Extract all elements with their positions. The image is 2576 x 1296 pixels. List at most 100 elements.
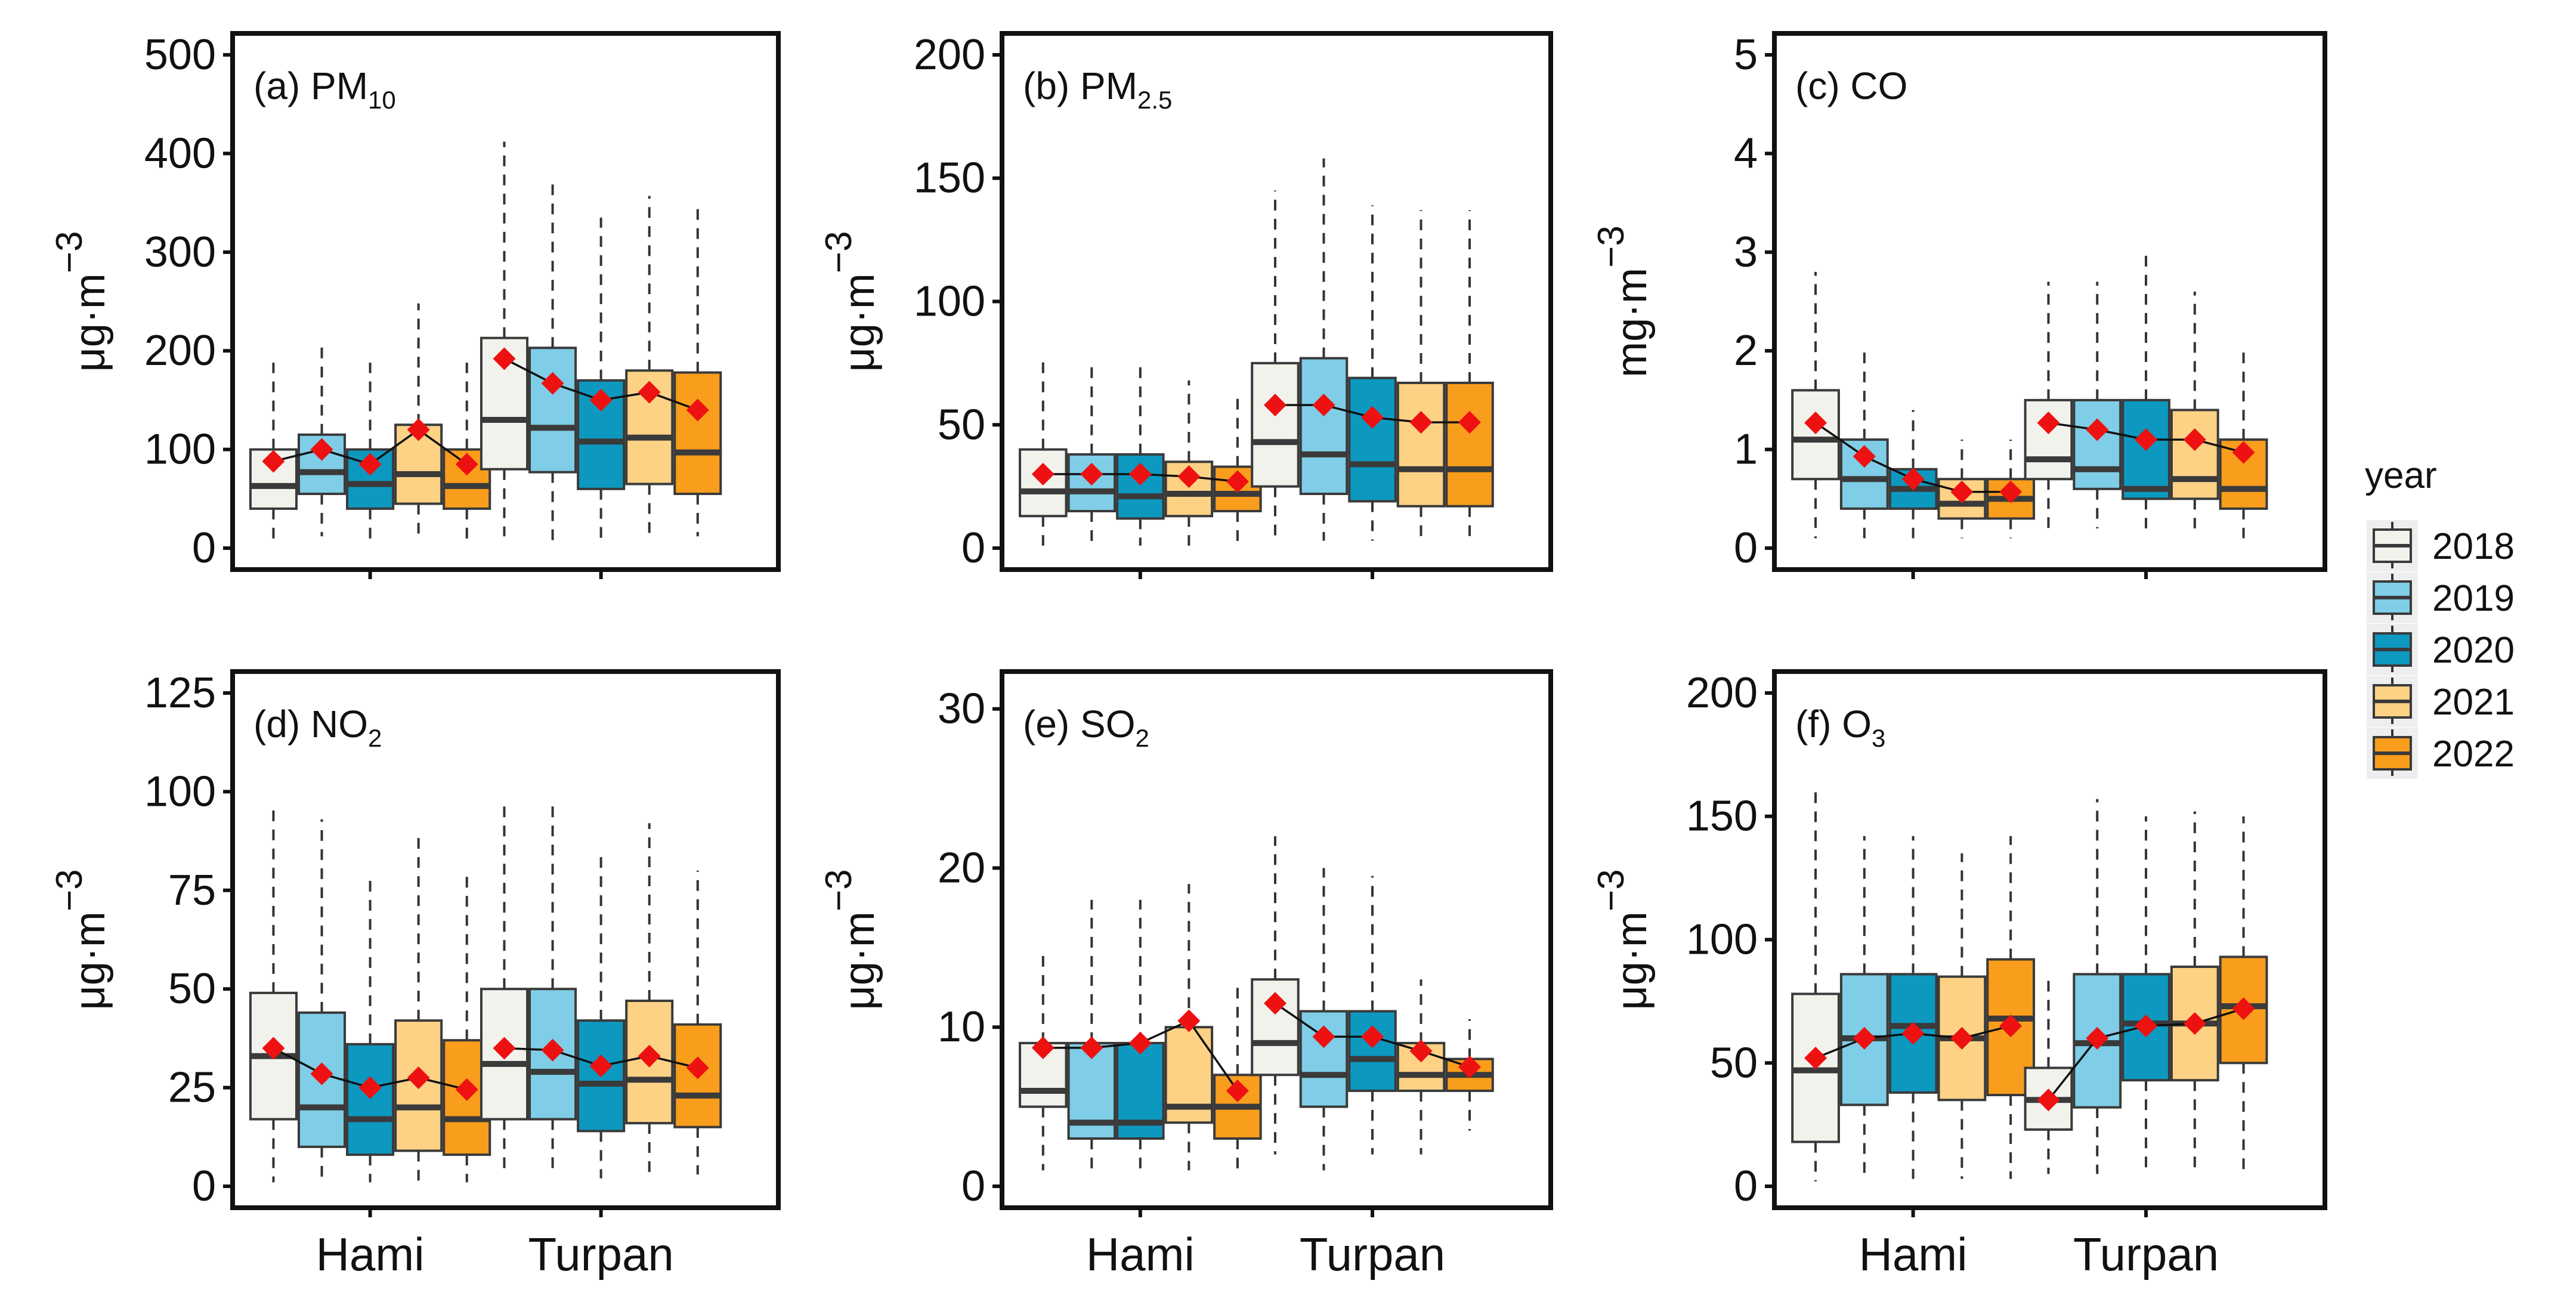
- y-tick-label: 1: [1734, 426, 1758, 474]
- box-turpan-2019: [1299, 868, 1349, 1171]
- mean-marker-hami-2021: [1950, 480, 1974, 503]
- mean-marker-turpan-2020: [589, 388, 613, 412]
- y-axis-unit: μg·m: [1608, 911, 1656, 1010]
- iqr-box: [1348, 1010, 1397, 1092]
- y-tick-label: 0: [961, 1162, 985, 1210]
- y-tick-label: 50: [938, 401, 985, 449]
- mean-marker-turpan-2018: [1263, 992, 1287, 1015]
- legend-label: 2020: [2432, 630, 2515, 671]
- box-turpan-2021: [1396, 979, 1446, 1155]
- iqr-box: [2122, 398, 2170, 500]
- legend-label: 2019: [2432, 578, 2515, 619]
- y-axis-title: μg·m−3: [1591, 869, 1656, 1010]
- iqr-box: [1986, 958, 2036, 1097]
- iqr-box: [1348, 376, 1397, 503]
- y-tick-label: 500: [144, 31, 216, 79]
- mean-marker-turpan-2021: [1409, 411, 1433, 434]
- y-tick-label: 0: [1734, 1162, 1758, 1210]
- panel-label-text: (d) NO: [253, 703, 368, 746]
- y-axis-unit-exponent: −3: [818, 869, 859, 911]
- box-turpan-2020: [577, 855, 626, 1179]
- y-tick-label: 200: [914, 31, 985, 79]
- x-tick-label-turpan: Turpan: [1300, 1228, 1445, 1280]
- y-tick-label: 25: [168, 1064, 216, 1112]
- iqr-box: [1396, 1041, 1446, 1092]
- y-axis-unit-exponent: −3: [1591, 869, 1632, 911]
- panel-label: (b) PM2.5: [1023, 64, 1172, 114]
- y-tick-label: 0: [192, 524, 216, 572]
- mean-marker-hami-2021: [407, 418, 430, 441]
- box-turpan-2021: [1396, 210, 1446, 541]
- box-turpan-2020: [1348, 876, 1397, 1155]
- mean-marker-turpan-2018: [493, 347, 516, 370]
- panel-frame: [230, 669, 781, 1210]
- mean-marker-turpan-2021: [638, 1044, 661, 1068]
- y-tick-label: 150: [1686, 793, 1758, 840]
- x-tick-label-hami: Hami: [1086, 1228, 1195, 1280]
- mean-marker-turpan-2019: [2086, 1026, 2109, 1050]
- y-tick-label: 0: [192, 1162, 216, 1210]
- box-turpan-2018: [1251, 190, 1300, 536]
- box-turpan-2018: [1251, 836, 1300, 1155]
- y-tick-label: 10: [938, 1003, 985, 1051]
- mean-marker-hami-2019: [310, 1062, 333, 1085]
- panel-label-subscript: 3: [1872, 724, 1885, 752]
- box-hami-2020: [1116, 899, 1165, 1171]
- y-tick-label: 400: [144, 129, 216, 177]
- mean-marker-turpan-2020: [1361, 1025, 1384, 1048]
- box-turpan-2021: [2170, 291, 2219, 528]
- mean-marker-turpan-2022: [1458, 1055, 1482, 1078]
- mean-marker-turpan-2019: [2086, 418, 2109, 441]
- panel-label-text: (f) O: [1795, 703, 1872, 746]
- mean-marker-turpan-2022: [2232, 441, 2255, 464]
- panel-label: (d) NO2: [253, 703, 382, 752]
- iqr-box: [528, 347, 577, 474]
- mean-marker-hami-2019: [1853, 445, 1876, 468]
- box-turpan-2020: [1348, 205, 1397, 541]
- box-turpan-2020: [2122, 252, 2170, 528]
- mean-marker-hami-2018: [262, 450, 285, 473]
- panel-frame: [1772, 669, 2327, 1210]
- x-tick-label-hami: Hami: [316, 1228, 425, 1280]
- box-hami-2022: [1213, 987, 1262, 1171]
- y-tick-label: 0: [1734, 524, 1758, 572]
- mean-marker-turpan-2019: [541, 372, 564, 395]
- mean-marker-turpan-2021: [2183, 428, 2206, 451]
- box-hami-2021: [1937, 853, 1987, 1179]
- box-hami-2021: [1164, 380, 1214, 546]
- mean-marker-hami-2022: [455, 453, 478, 476]
- box-turpan-2019: [528, 176, 577, 540]
- box-hami-2020: [1888, 836, 1938, 1179]
- mean-marker-turpan-2021: [638, 381, 661, 404]
- mean-marker-turpan-2019: [1312, 394, 1335, 417]
- y-axis-title: μg·m−3: [49, 869, 114, 1010]
- y-tick-label: 100: [144, 768, 216, 815]
- mean-marker-hami-2020: [1128, 462, 1152, 485]
- panel-frame: [1000, 669, 1553, 1210]
- x-tick-label-turpan: Turpan: [528, 1228, 674, 1280]
- mean-marker-hami-2021: [1177, 465, 1201, 488]
- mean-marker-hami-2018: [1804, 1046, 1827, 1069]
- mean-marker-turpan-2020: [2135, 1014, 2158, 1038]
- box-turpan-2019: [528, 799, 577, 1175]
- y-axis-unit: μg·m: [836, 911, 883, 1010]
- panel-label-subscript: 2: [1135, 724, 1149, 752]
- legend-entry-2022: 2022: [2367, 728, 2515, 779]
- legend-entries: 2018 2019 2020 2021 2022: [2367, 520, 2515, 779]
- mean-marker-hami-2022: [1226, 470, 1249, 493]
- mean-marker-turpan-2022: [686, 1056, 709, 1080]
- iqr-box: [2073, 398, 2122, 490]
- mean-marker-turpan-2018: [493, 1037, 516, 1060]
- y-axis-unit: μg·m: [66, 911, 114, 1010]
- mean-marker-turpan-2019: [1312, 1025, 1335, 1048]
- box-turpan-2022: [673, 870, 722, 1175]
- y-axis-title: mg·m−3: [1591, 225, 1656, 378]
- box-hami-2020: [1116, 363, 1165, 546]
- mean-marker-hami-2021: [1950, 1026, 1974, 1050]
- legend-label: 2018: [2432, 526, 2515, 567]
- y-tick-label: 4: [1734, 129, 1758, 177]
- legend-entry-2018: 2018: [2367, 520, 2515, 571]
- legend-label: 2022: [2432, 734, 2515, 775]
- y-tick-label: 3: [1734, 228, 1758, 276]
- y-tick-label: 200: [1686, 669, 1758, 717]
